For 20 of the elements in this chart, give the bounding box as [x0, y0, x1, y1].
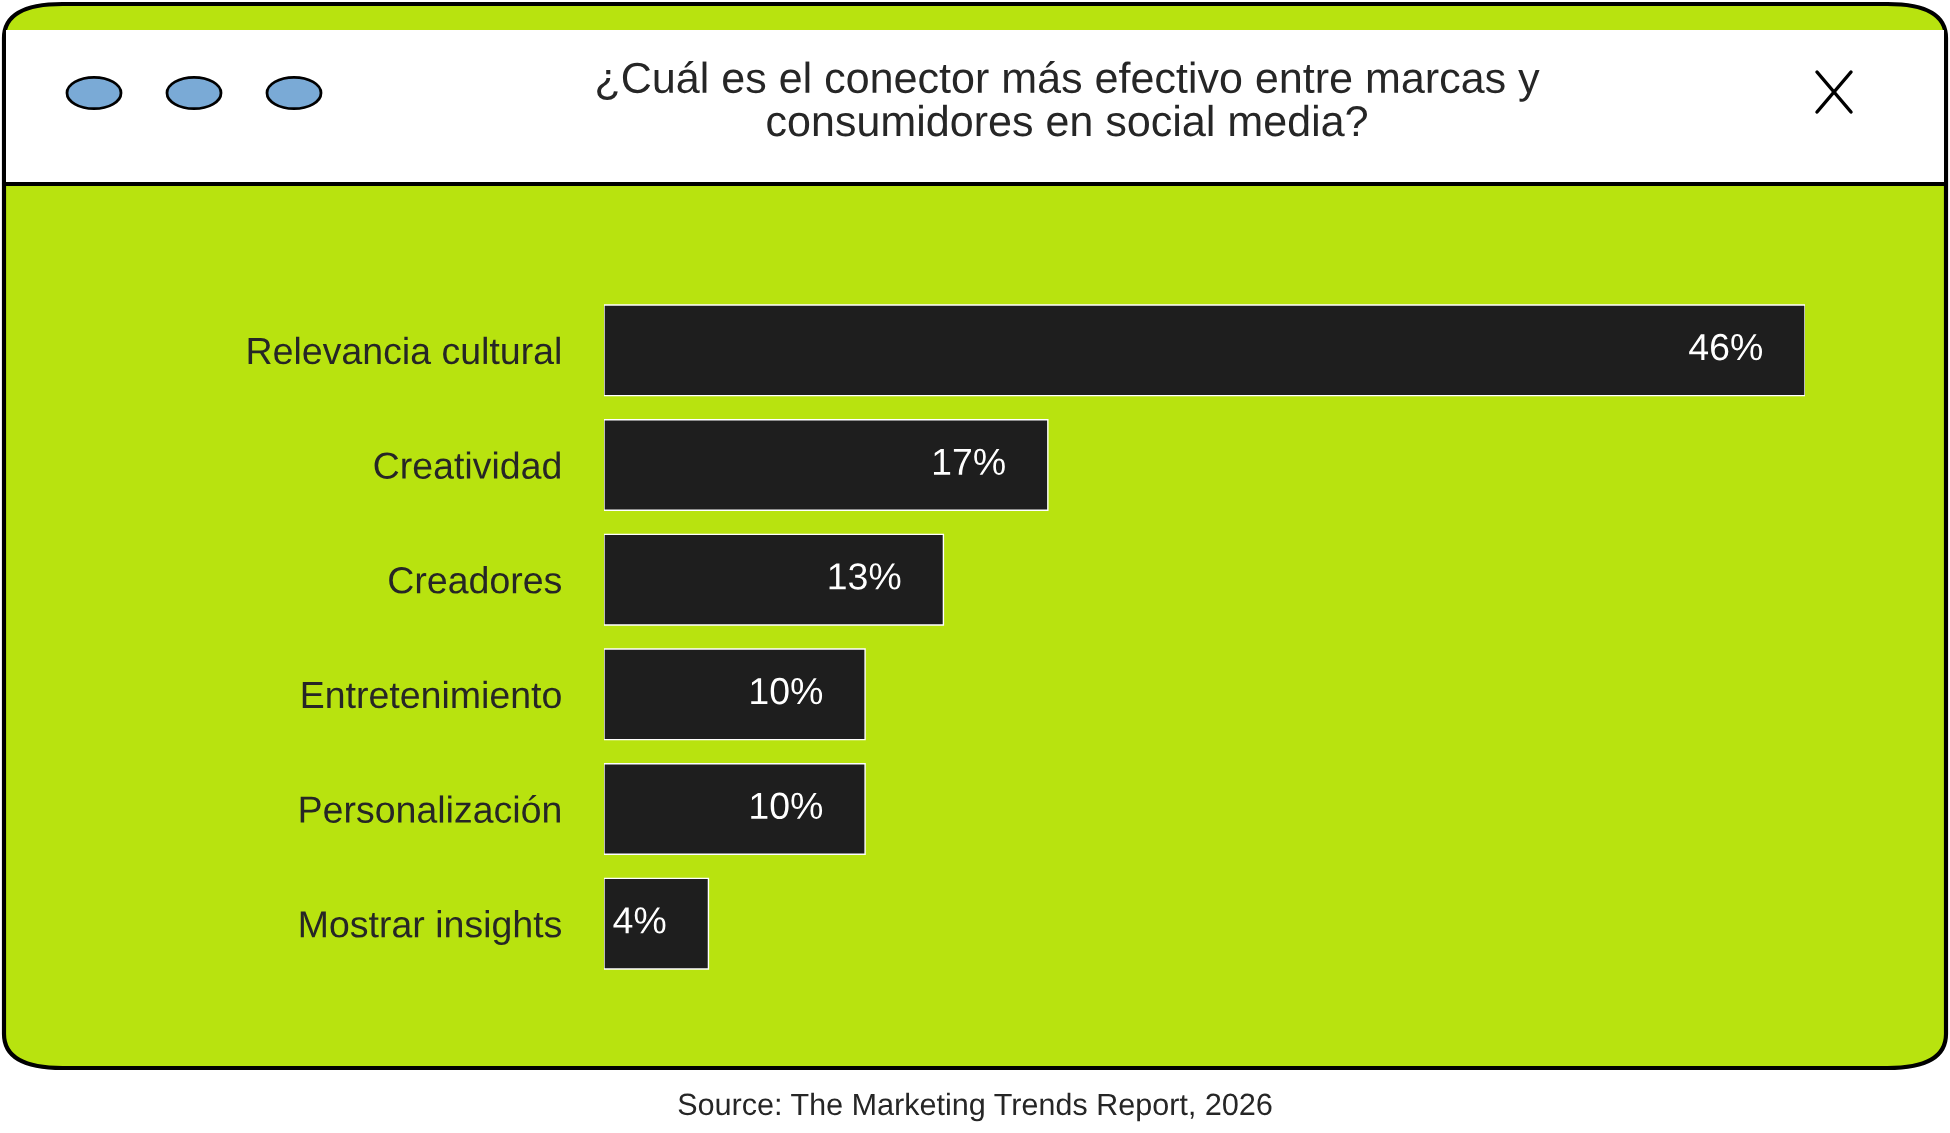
bar	[604, 877, 710, 970]
y-tick-label: Mostrar insights	[300, 910, 561, 946]
source-note: Source: The Marketing Trends Report, 2026	[678, 1092, 1272, 1122]
data-label: 17%	[933, 448, 1005, 475]
bar	[604, 648, 866, 741]
y-tick-label: Creatividad	[374, 451, 560, 479]
data-label: 13%	[829, 563, 901, 590]
data-label: 46%	[1689, 333, 1762, 361]
y-tick-label: Creadores	[389, 566, 561, 594]
bar	[604, 533, 945, 626]
y-tick-label: Entretenimiento	[302, 680, 561, 709]
bar	[604, 419, 1049, 511]
bar	[604, 304, 1805, 397]
data-label: 4%	[613, 907, 666, 934]
chart-title: ¿Cuál es el conector más efectivo entre marcas y consumidores en social media?	[597, 61, 1540, 137]
y-tick-label: Personalización	[300, 794, 560, 823]
y-tick-label: Relevancia cultural	[248, 336, 560, 365]
data-label: 10%	[751, 677, 823, 705]
data-label: 10%	[751, 792, 823, 820]
bar	[604, 763, 866, 855]
